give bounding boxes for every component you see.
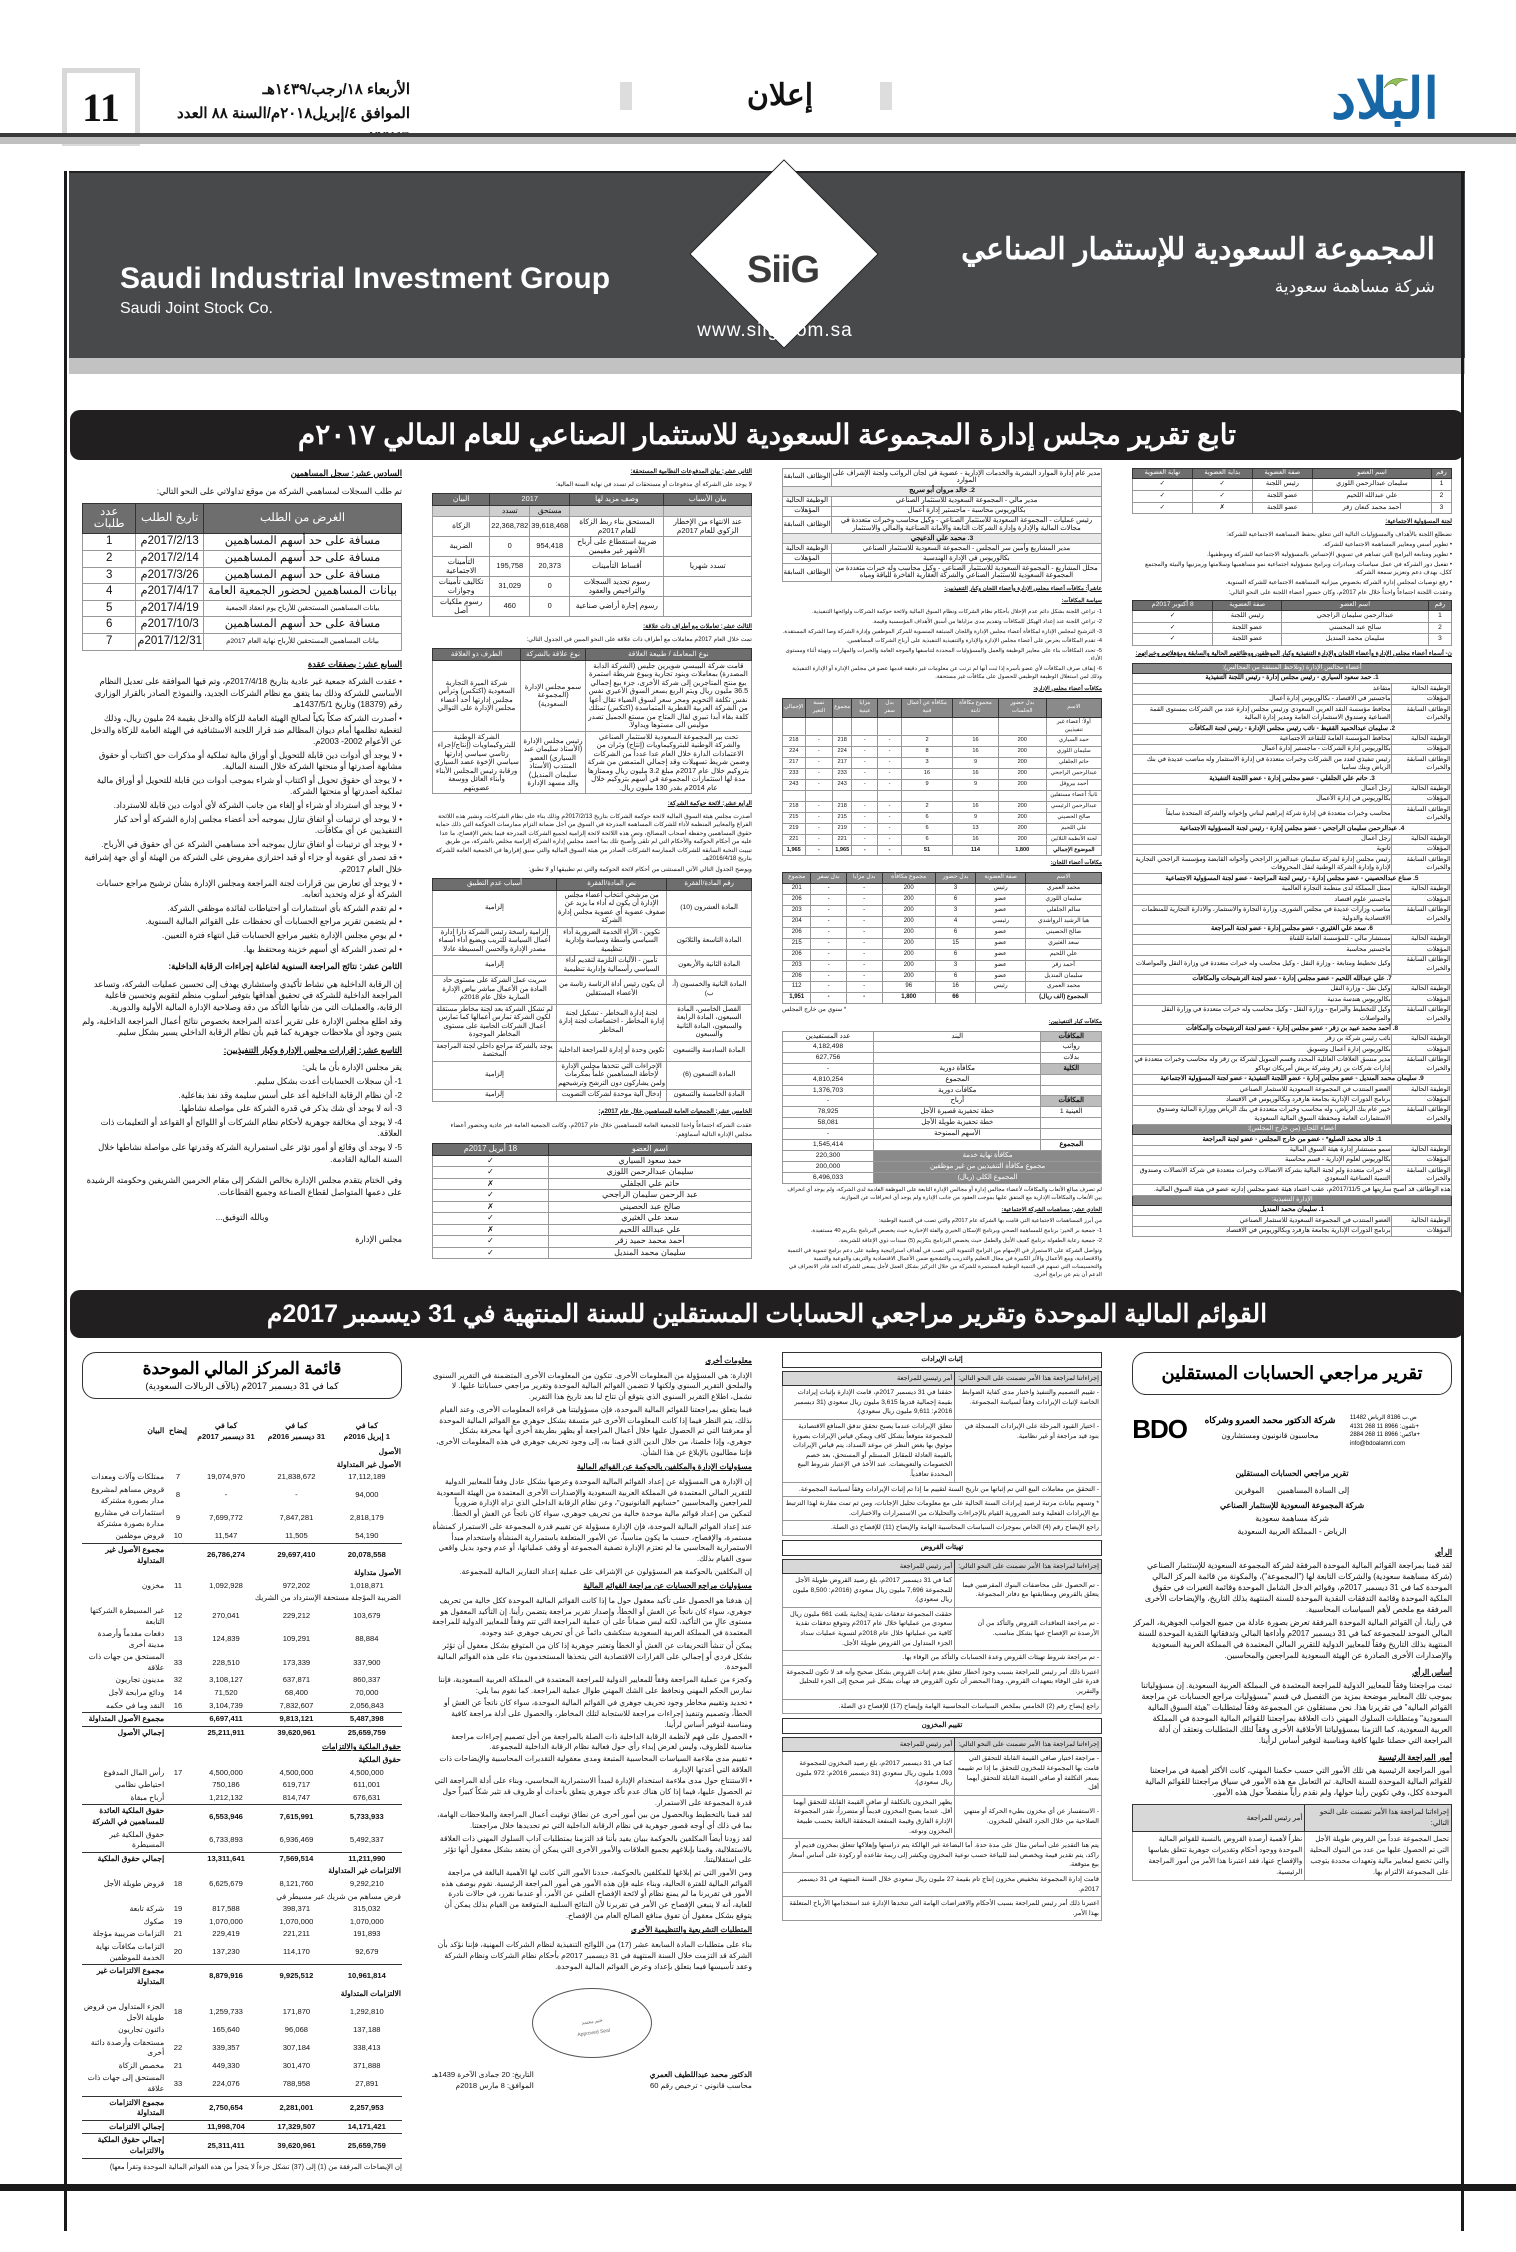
svg-text:SiiG: SiiG: [747, 249, 819, 291]
